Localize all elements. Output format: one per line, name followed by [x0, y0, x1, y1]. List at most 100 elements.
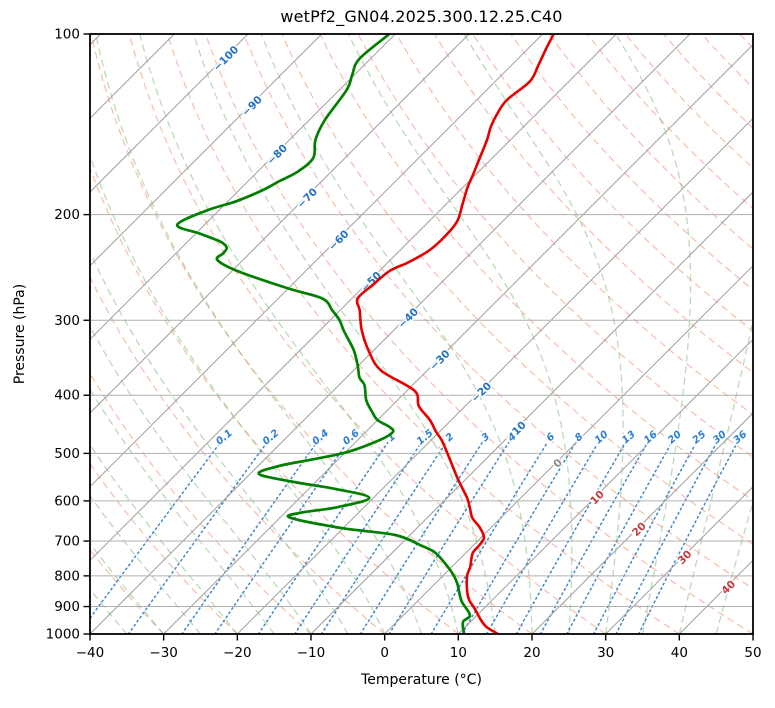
isotherm-line [678, 559, 753, 634]
mixing-ratio-label: 0.2 [261, 428, 282, 448]
y-tick-label: 400 [54, 388, 80, 404]
moist-adiabat [260, 34, 533, 634]
x-tick-label: −40 [76, 645, 105, 661]
dry-adiabat [701, 34, 753, 89]
mixing-ratio-line [592, 441, 697, 634]
moist-adiabat [90, 250, 349, 634]
y-tick-label: 700 [54, 534, 80, 550]
mixing-ratio-line [90, 441, 221, 620]
background-lines [0, 34, 753, 634]
mixing-ratio-line [127, 441, 268, 634]
x-axis-label: Temperature (°C) [361, 672, 482, 688]
dry-adiabat [128, 34, 607, 634]
mixing-ratio-line [257, 441, 389, 634]
mixing-ratio-label: 0.1 [214, 428, 235, 448]
isotherm-label: −80 [265, 142, 290, 167]
isotherm-line [384, 264, 753, 634]
mixing-ratio-label: 0.4 [310, 428, 331, 448]
dry-adiabat [90, 275, 386, 634]
mixing-ratio-line [485, 441, 599, 634]
dry-adiabat [90, 34, 533, 634]
isotherm-label: 40 [719, 578, 738, 597]
mixing-ratio-label: 2 [444, 431, 456, 444]
y-tick-label: 200 [54, 207, 80, 223]
mixing-ratio-label: 13 [620, 429, 638, 446]
moist-adiabat [139, 34, 459, 634]
dry-adiabat [395, 34, 753, 416]
mixing-ratio-line [294, 441, 423, 634]
isotherm-line [90, 34, 102, 46]
moist-adiabat [678, 317, 753, 634]
mixing-ratio-line [461, 441, 577, 634]
mixing-ratio-label: 1.5 [415, 428, 436, 448]
isotherm-line [605, 485, 753, 634]
dry-adiabat [166, 34, 680, 634]
isotherm-label: −70 [295, 186, 320, 211]
isotherm-line [90, 34, 396, 341]
moist-adiabat [90, 443, 238, 634]
moist-adiabat [90, 542, 165, 634]
isotherm-label: −60 [326, 228, 351, 253]
y-tick-label: 1000 [46, 627, 80, 643]
isotherm-line [531, 412, 753, 634]
x-tick-label: −10 [297, 645, 326, 661]
dewpoint-curve [175, 34, 472, 634]
isotherm-line [163, 43, 753, 634]
isotherm-label: 0 [551, 457, 565, 471]
moist-adiabat [90, 153, 386, 634]
isotherm-line [90, 34, 544, 488]
isotherm-line [90, 34, 617, 562]
mixing-ratio-label: 20 [666, 429, 684, 446]
isotherm-line [752, 633, 753, 634]
isotherm-line [90, 34, 323, 267]
x-tick-label: 50 [744, 645, 761, 661]
isotherm-line [236, 117, 753, 634]
y-tick-label: 800 [54, 568, 80, 584]
isotherm-line [90, 34, 470, 414]
moist-adiabat [463, 34, 624, 634]
moist-adiabat [90, 388, 275, 634]
x-tick-label: 20 [523, 645, 540, 661]
mixing-ratio-label: 6 [545, 431, 557, 444]
mixing-ratio-label: 8 [573, 431, 585, 444]
isotherm-line [0, 34, 27, 634]
isotherm-label: −90 [240, 94, 265, 119]
mixing-ratio-label: 25 [691, 429, 709, 446]
moist-adiabat [715, 499, 753, 634]
x-tick-label: 30 [597, 645, 614, 661]
dry-adiabat [472, 34, 753, 332]
isotherm-line [90, 34, 175, 120]
mixing-ratio-line [566, 441, 673, 634]
y-tick-label: 900 [54, 599, 80, 615]
y-tick-label: 100 [54, 27, 80, 43]
plot-frame [89, 33, 754, 635]
mixing-ratio-line [214, 441, 349, 634]
mixing-ratio-label: 10 [593, 429, 611, 446]
isotherm-label: −100 [211, 44, 241, 74]
mixing-ratio-label: 30 [711, 429, 729, 446]
isotherm-label: 30 [676, 548, 695, 567]
isotherm-label: 20 [630, 520, 649, 539]
mixing-ratio-line [320, 441, 447, 634]
dry-adiabat [243, 34, 753, 590]
isotherm-line [457, 338, 753, 634]
mixing-ratio-label: 0.6 [341, 428, 362, 448]
chart-title: wetPf2_GN04.2025.300.12.25.C40 [280, 7, 563, 26]
mixing-ratio-line [181, 441, 318, 634]
x-tick-label: 0 [380, 645, 389, 661]
dry-adiabat [739, 34, 753, 49]
x-tick-label: −20 [223, 645, 252, 661]
dry-adiabat [319, 34, 753, 502]
dry-adiabat [90, 548, 165, 634]
isotherm-label: 10 [588, 488, 607, 507]
x-tick-label: −30 [149, 645, 178, 661]
dry-adiabat [90, 372, 312, 634]
mixing-ratio-line [359, 441, 483, 634]
mixing-ratio-line [637, 441, 738, 634]
dry-adiabat [204, 34, 753, 634]
mixing-ratio-line [430, 441, 548, 634]
dry-adiabat [510, 34, 753, 291]
dry-adiabat [662, 34, 753, 129]
axis-ticks: −40 −30 −20 −10 0 10 20 30 40 5010020030040050060… [46, 27, 762, 662]
